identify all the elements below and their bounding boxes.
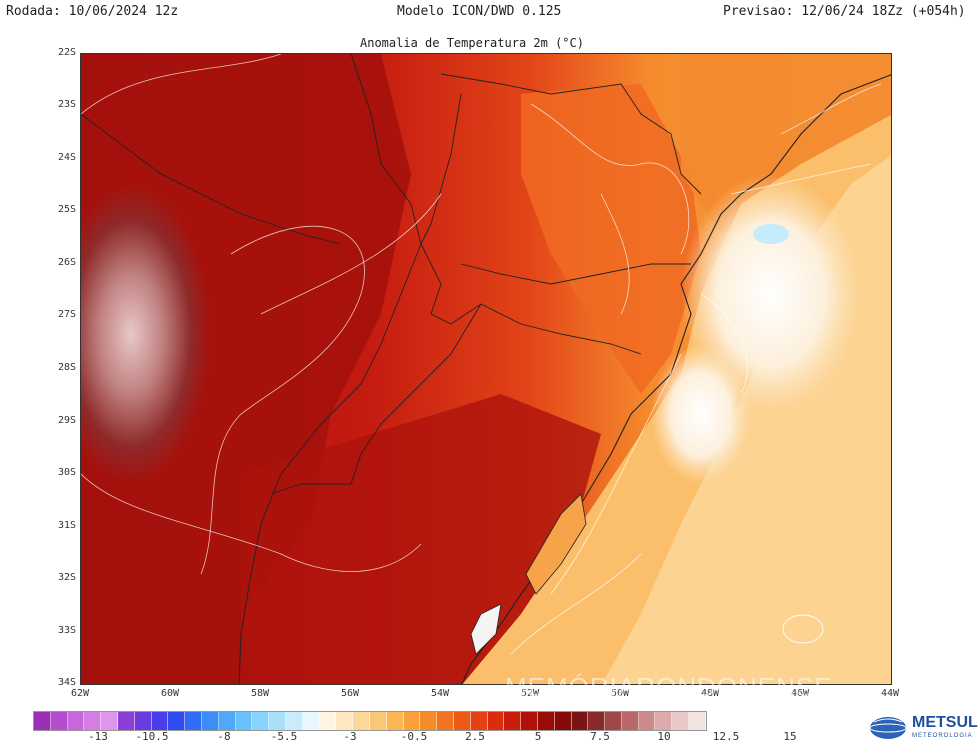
lat-label: 34S (57, 677, 76, 688)
moderate-anomaly-region (521, 84, 701, 394)
lon-label: 60W (160, 688, 180, 699)
colorbar-swatch (571, 712, 589, 730)
political-borders (81, 54, 702, 684)
run-label: Rodada: 10/06/2024 12z (6, 4, 179, 19)
lat-label: 26S (57, 257, 76, 268)
maximum-anomaly-spot (81, 184, 211, 484)
lat-label: 28S (57, 362, 76, 373)
colorbar-swatch (605, 712, 622, 730)
lon-label: 50W (610, 688, 630, 699)
lat-label: 30S (57, 467, 76, 478)
colorbar-swatch (117, 712, 135, 730)
lat-label: 29S (57, 415, 76, 426)
lon-label: 58W (250, 688, 270, 699)
colorbar-swatch (369, 712, 387, 730)
colorbar-swatch (672, 712, 690, 730)
lat-label: 31S (57, 520, 76, 531)
colorbar-swatch (201, 712, 219, 730)
colorbar-swatch (689, 712, 706, 730)
lat-label: 23S (57, 99, 76, 110)
lat-label: 32S (57, 572, 76, 583)
colorbar-swatch (134, 712, 152, 730)
colorbar-swatch (269, 712, 286, 730)
colorbar-tick: -0.5 (400, 730, 428, 743)
colorbar-swatch (621, 712, 639, 730)
colorbar-swatch (554, 712, 572, 730)
colorbar-swatch (235, 712, 253, 730)
mirim-lagoon-outline (470, 603, 502, 655)
colorbar-tick: 2.5 (465, 730, 485, 743)
colorbar-tick: -5.5 (270, 730, 298, 743)
lat-label: 25S (57, 204, 76, 215)
colorbar-swatch (588, 712, 606, 730)
anomaly-contours (81, 54, 882, 655)
colorbar-swatch (50, 712, 68, 730)
colorbar-tick: 7.5 (590, 730, 610, 743)
colorbar-swatch (336, 712, 354, 730)
colorbar-tick: 10 (657, 730, 671, 743)
temperature-anomaly-map (80, 53, 892, 685)
near-zero-anomaly-band-2 (651, 344, 751, 484)
colorbar-swatch (453, 712, 471, 730)
map-title: Anomalia de Temperatura 2m (°C) (360, 36, 584, 50)
coastline (461, 74, 891, 684)
colorbar-swatch (403, 712, 421, 730)
colorbar-swatch (302, 712, 320, 730)
colorbar-swatch (319, 712, 337, 730)
colorbar-tick: -8 (217, 730, 231, 743)
strong-anomaly-region-south (241, 394, 601, 684)
lat-label: 24S (57, 152, 76, 163)
colorbar-swatch (84, 712, 102, 730)
lagoon-outline (525, 493, 587, 595)
lon-label: 56W (340, 688, 360, 699)
colorbar-swatch (470, 712, 488, 730)
lon-label: 62W (70, 688, 90, 699)
colorbar-swatch (252, 712, 270, 730)
watermark: MEMÓRIARONDONENSE (505, 672, 833, 702)
lon-label: 46W (790, 688, 810, 699)
lat-label: 33S (57, 625, 76, 636)
colorbar-swatch (420, 712, 438, 730)
colorbar-swatch (185, 712, 202, 730)
lat-label: 22S (57, 47, 76, 58)
colorbar-tick: -13 (88, 730, 108, 743)
logo-subtitle: METEOROLOGIA (912, 733, 973, 739)
lon-label: 44W (880, 688, 900, 699)
colorbar-tick: 5 (534, 730, 542, 743)
colorbar-swatch (218, 712, 236, 730)
colorbar-tick: 12.5 (712, 730, 740, 743)
lon-label: 52W (520, 688, 540, 699)
colorbar-swatch (34, 712, 51, 730)
logo-name: METSUL (912, 714, 978, 731)
colorbar-swatch (487, 712, 505, 730)
colorbar-swatch (537, 712, 555, 730)
colorbar-swatch (521, 712, 538, 730)
lon-label: 48W (700, 688, 720, 699)
colorbar-swatch (386, 712, 404, 730)
model-label: Modelo ICON/DWD 0.125 (397, 4, 562, 19)
colorbar-swatch (638, 712, 656, 730)
colorbar (33, 711, 707, 731)
lon-label: 54W (430, 688, 450, 699)
colorbar-tick: 15 (783, 730, 797, 743)
small-cool-patch (753, 224, 789, 244)
colorbar-swatch (655, 712, 673, 730)
lat-label: 27S (57, 309, 76, 320)
colorbar-tick: -10.5 (135, 730, 169, 743)
colorbar-swatch (504, 712, 522, 730)
colorbar-swatch (285, 712, 303, 730)
colorbar-tick: -3 (343, 730, 357, 743)
forecast-label: Previsao: 12/06/24 18Zz (+054h) (723, 4, 966, 19)
small-contour-ring (782, 614, 824, 644)
colorbar-swatch (67, 712, 85, 730)
globe-icon (869, 717, 907, 739)
colorbar-swatch (151, 712, 169, 730)
colorbar-swatch (101, 712, 118, 730)
colorbar-swatch (168, 712, 186, 730)
colorbar-swatch (437, 712, 454, 730)
colorbar-swatch (353, 712, 370, 730)
